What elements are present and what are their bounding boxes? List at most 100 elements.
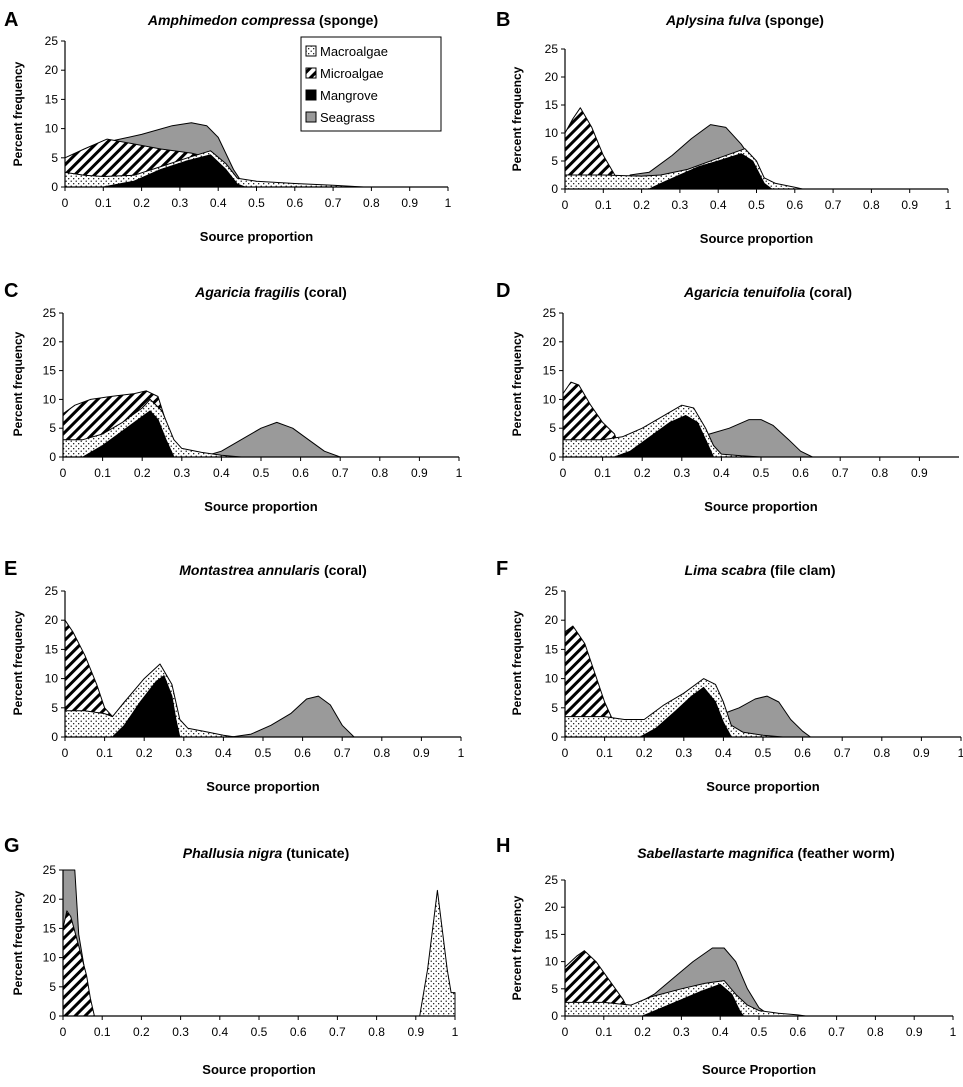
panel-letter: G xyxy=(4,835,20,857)
y-tick-label: 0 xyxy=(551,182,558,196)
y-tick-label: 20 xyxy=(545,613,559,627)
title-organism: (coral) xyxy=(805,284,852,300)
x-tick-label: 0.2 xyxy=(133,196,150,210)
x-tick-label: 0.7 xyxy=(325,196,342,210)
y-tick-label: 20 xyxy=(43,892,57,906)
x-tick-label: 0.7 xyxy=(329,1025,346,1039)
panel-h: H Sabellastarte magnifica (feather worm) 0… xyxy=(496,835,957,1077)
x-tick-label: 0 xyxy=(562,198,569,212)
x-tick-label: 0.4 xyxy=(712,1025,729,1039)
legend: Macroalgae Microalgae Mangrove Seagrass xyxy=(300,36,442,132)
y-axis-label: Percent frequency xyxy=(510,66,524,171)
x-tick-label: 0.6 xyxy=(294,746,311,760)
title-species: Montastrea annularis xyxy=(179,562,320,578)
y-tick-label: 10 xyxy=(545,126,559,140)
title-organism: (coral) xyxy=(320,562,367,578)
y-tick-label: 15 xyxy=(43,364,57,378)
x-tick-label: 0.1 xyxy=(595,1025,612,1039)
title-species: Agaricia fragilis xyxy=(194,284,300,300)
y-tick-label: 20 xyxy=(43,335,57,349)
series-macroalgae xyxy=(564,678,784,738)
x-tick-label: 0.3 xyxy=(673,1025,690,1039)
y-tick-label: 10 xyxy=(545,955,559,969)
panel-a: A Amphimedon compressa (sponge)0510152025… xyxy=(4,9,452,244)
chart-title: Agaricia fragilis (coral) xyxy=(194,284,347,300)
x-tick-label: 0.2 xyxy=(636,746,653,760)
x-tick-label: 0.5 xyxy=(748,198,765,212)
x-tick-label: 0.2 xyxy=(134,466,151,480)
y-tick-label: 10 xyxy=(43,392,57,406)
series-seagrass xyxy=(201,421,341,458)
y-tick-label: 5 xyxy=(549,421,556,435)
x-tick-label: 0.4 xyxy=(715,746,732,760)
y-tick-label: 25 xyxy=(545,584,559,598)
series-microalgae xyxy=(62,910,95,1017)
x-tick-label: 0.5 xyxy=(751,1025,768,1039)
panel-letter: B xyxy=(496,9,510,31)
x-tick-label: 0.6 xyxy=(794,746,811,760)
x-tick-label: 0.1 xyxy=(96,746,113,760)
x-tick-label: 0.6 xyxy=(792,466,809,480)
x-tick-label: 1 xyxy=(958,746,963,760)
panel-letter: D xyxy=(496,280,510,302)
x-tick-label: 0.3 xyxy=(672,198,689,212)
legend-item-macroalgae: Macroalgae xyxy=(305,44,388,59)
y-tick-label: 5 xyxy=(551,701,558,715)
legend-label: Macroalgae xyxy=(320,44,388,59)
x-tick-label: 0.7 xyxy=(825,198,842,212)
x-tick-label: 0.5 xyxy=(255,746,272,760)
x-tick-label: 0.9 xyxy=(901,198,918,212)
x-tick-label: 0.2 xyxy=(634,1025,651,1039)
x-tick-label: 0.4 xyxy=(215,746,232,760)
legend-item-microalgae: Microalgae xyxy=(305,66,384,81)
x-tick-label: 0.2 xyxy=(633,198,650,212)
x-axis-label: Source proportion xyxy=(704,499,817,514)
x-tick-label: 0.8 xyxy=(873,746,890,760)
y-tick-label: 0 xyxy=(51,180,58,194)
x-axis-label: Source proportion xyxy=(202,1062,315,1077)
panel-g: G Phallusia nigra (tunicate) 0 5 10 15 20 25 0 0.… xyxy=(4,835,459,1077)
x-tick-label: 0.9 xyxy=(411,466,428,480)
y-tick-label: 10 xyxy=(545,672,559,686)
x-tick-label: 0.3 xyxy=(675,746,692,760)
y-tick-label: 0 xyxy=(49,1009,56,1023)
x-tick-label: 0.4 xyxy=(213,466,230,480)
title-organism: (feather worm) xyxy=(794,845,895,861)
x-tick-label: 0.7 xyxy=(828,1025,845,1039)
x-tick-label: 0 xyxy=(60,1025,67,1039)
chart-title: Montastrea annularis (coral) xyxy=(179,562,367,578)
y-tick-label: 10 xyxy=(45,122,59,136)
x-tick-label: 0 xyxy=(560,466,567,480)
x-tick-label: 1 xyxy=(950,1025,957,1039)
title-organism: (tunicate) xyxy=(282,845,349,861)
y-axis-label: Percent frequency xyxy=(510,610,524,715)
panel-c: C Agaricia fragilis (coral) 0 5 10 15 20 25 0 0.1… xyxy=(4,280,463,514)
x-tick-label: 0.6 xyxy=(789,1025,806,1039)
x-tick-label: 0.2 xyxy=(136,746,153,760)
x-tick-label: 1 xyxy=(945,198,952,212)
x-tick-label: 0.7 xyxy=(332,466,349,480)
x-tick-label: 0.9 xyxy=(906,1025,923,1039)
x-tick-label: 0.4 xyxy=(210,196,227,210)
y-axis-label: Percent frequency xyxy=(11,331,25,436)
y-tick-label: 20 xyxy=(545,900,559,914)
panel-f: F Lima scabra (file clam) 0 5 10 15 20 25 0 0.1 0.… xyxy=(496,558,963,794)
x-tick-label: 0.3 xyxy=(172,196,189,210)
panel-e: E Montastrea annularis (coral)05101520250… xyxy=(4,558,465,794)
x-tick-label: 0.8 xyxy=(373,746,390,760)
title-organism: (sponge) xyxy=(315,12,378,28)
x-tick-label: 0.5 xyxy=(248,196,265,210)
series-mangrove xyxy=(82,410,175,458)
x-tick-label: 0.1 xyxy=(95,196,112,210)
y-tick-label: 5 xyxy=(49,980,56,994)
y-tick-label: 10 xyxy=(45,672,59,686)
x-axis-label: Source proportion xyxy=(700,231,813,246)
x-tick-label: 1 xyxy=(458,746,465,760)
x-tick-label: 1 xyxy=(452,1025,459,1039)
series-mangrove xyxy=(112,675,181,738)
title-organism: (sponge) xyxy=(761,12,824,28)
x-axis-label: Source Proportion xyxy=(702,1062,816,1077)
y-tick-label: 15 xyxy=(45,92,59,106)
series-mangrove xyxy=(642,983,744,1017)
x-tick-label: 0.9 xyxy=(401,196,418,210)
